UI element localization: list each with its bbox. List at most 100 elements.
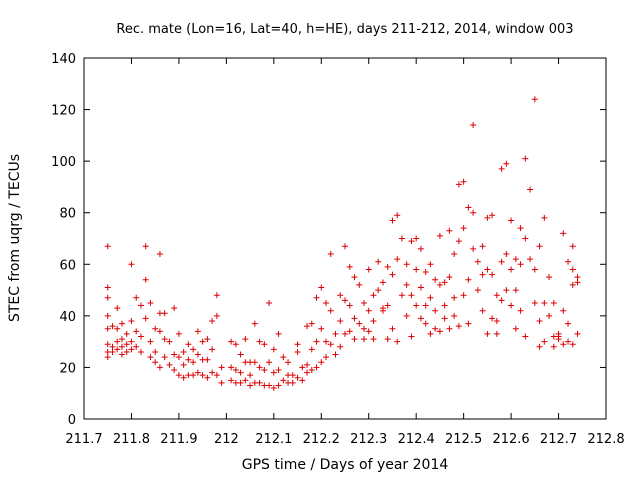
y-tick-label: 140: [51, 52, 76, 67]
data-point: [484, 266, 491, 273]
data-point: [194, 328, 201, 335]
plot-frame: [83, 57, 607, 420]
data-point: [289, 372, 296, 379]
data-point: [403, 281, 410, 288]
data-point: [118, 343, 125, 350]
data-point: [152, 359, 159, 366]
data-point: [422, 269, 429, 276]
data-point: [531, 299, 538, 306]
y-tick-label: 0: [68, 413, 76, 428]
data-point: [270, 385, 277, 392]
data-point: [427, 294, 434, 301]
data-point: [213, 292, 220, 299]
data-point: [152, 325, 159, 332]
data-point: [360, 299, 367, 306]
data-point: [394, 212, 401, 219]
data-point: [546, 312, 553, 319]
data-point: [137, 333, 144, 340]
data-point: [270, 346, 277, 353]
data-point: [403, 261, 410, 268]
data-point: [427, 261, 434, 268]
data-point: [114, 305, 121, 312]
data-point: [204, 336, 211, 343]
data-point: [337, 318, 344, 325]
data-point: [213, 312, 220, 319]
data-point: [489, 271, 496, 278]
data-point: [204, 356, 211, 363]
data-point: [299, 364, 306, 371]
x-tick-label: 212.1: [255, 432, 292, 447]
data-point: [247, 382, 254, 389]
data-point: [318, 284, 325, 291]
y-tick-label: 120: [51, 104, 76, 119]
y-tick-label: 60: [59, 258, 76, 273]
data-point: [209, 369, 216, 376]
data-point: [180, 374, 187, 381]
data-point: [209, 318, 216, 325]
data-point: [156, 250, 163, 257]
data-point: [275, 382, 282, 389]
data-point: [109, 323, 116, 330]
data-point: [152, 348, 159, 355]
data-point: [451, 250, 458, 257]
data-point: [256, 379, 263, 386]
data-point: [522, 333, 529, 340]
data-point: [498, 165, 505, 172]
data-point: [256, 338, 263, 345]
data-point: [541, 338, 548, 345]
data-point: [389, 325, 396, 332]
data-point: [218, 364, 225, 371]
data-point: [327, 250, 334, 257]
data-point: [498, 297, 505, 304]
data-point: [261, 341, 268, 348]
data-point: [104, 354, 111, 361]
data-point: [332, 351, 339, 358]
data-point: [109, 348, 116, 355]
data-point: [360, 336, 367, 343]
data-point: [175, 330, 182, 337]
data-point: [142, 243, 149, 250]
data-point: [413, 235, 420, 242]
data-point: [166, 361, 173, 368]
data-point: [398, 292, 405, 299]
x-tick-label: 212: [214, 432, 239, 447]
data-point: [455, 238, 462, 245]
data-point: [351, 315, 358, 322]
data-point: [493, 318, 500, 325]
data-point: [375, 258, 382, 265]
data-point: [104, 325, 111, 332]
data-point: [550, 343, 557, 350]
data-point: [360, 325, 367, 332]
axis-tick-labels: 211.7 211.8 211.9 212 212.1 212.2 212.3 212.4 21…: [51, 52, 624, 447]
data-point: [493, 292, 500, 299]
data-point: [375, 287, 382, 294]
data-point: [237, 351, 244, 358]
data-point: [228, 364, 235, 371]
y-axis-label: STEC from uqrg / TECUs: [7, 154, 23, 322]
data-point: [370, 318, 377, 325]
data-point: [228, 338, 235, 345]
data-point: [351, 336, 358, 343]
data-point: [365, 328, 372, 335]
data-point: [171, 367, 178, 374]
data-point: [337, 292, 344, 299]
y-tick-label: 40: [59, 310, 76, 325]
x-axis-label: GPS time / Days of year 2014: [242, 457, 449, 473]
data-point: [114, 325, 121, 332]
data-point: [465, 204, 472, 211]
data-point: [451, 312, 458, 319]
data-point: [199, 372, 206, 379]
data-point: [209, 346, 216, 353]
data-point: [275, 367, 282, 374]
data-point: [242, 377, 249, 384]
data-point: [512, 287, 519, 294]
data-point: [304, 369, 311, 376]
data-point: [337, 343, 344, 350]
data-point: [465, 320, 472, 327]
data-point: [190, 359, 197, 366]
data-point: [522, 235, 529, 242]
data-point: [503, 287, 510, 294]
data-point: [508, 217, 515, 224]
data-point: [565, 338, 572, 345]
